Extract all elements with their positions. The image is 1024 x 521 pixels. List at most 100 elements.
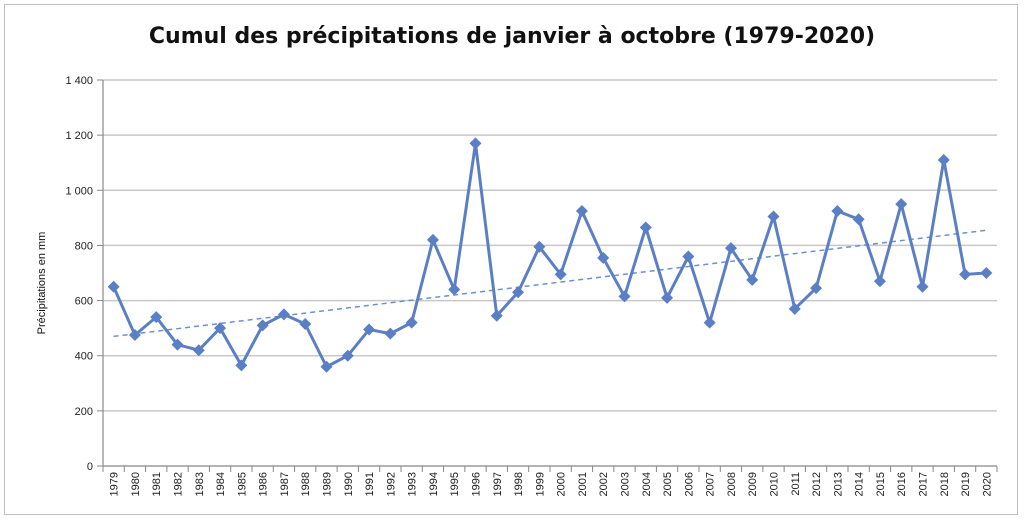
x-tick-label: 1999 (534, 472, 546, 496)
chart-frame (4, 4, 1018, 515)
data-point (597, 251, 610, 264)
data-point (171, 338, 184, 351)
x-tick-label: 1996 (471, 472, 483, 496)
x-tick-label: 2016 (896, 472, 908, 496)
x-axis-ticks: 1979 1980 1981 1982 1983 1984 1985 1986 1987 1988… (102, 466, 998, 496)
x-tick-label: 2017 (918, 472, 930, 496)
data-point (448, 283, 461, 296)
x-tick-label: 1980 (130, 472, 142, 496)
x-tick-label: 2015 (875, 472, 887, 496)
data-markers (107, 137, 993, 373)
data-point (426, 233, 439, 246)
data-point (703, 316, 716, 329)
data-point (299, 318, 312, 331)
data-point (980, 267, 993, 279)
data-point (150, 311, 163, 324)
y-tick-label: 0 (87, 461, 93, 473)
x-tick-label: 1982 (173, 472, 185, 496)
y-tick-label: 800 (75, 240, 93, 252)
x-tick-label: 1997 (492, 472, 504, 496)
x-tick-label: 2020 (981, 472, 993, 496)
x-tick-label: 2009 (747, 472, 759, 496)
x-tick-label: 2003 (620, 472, 632, 496)
data-point (767, 210, 780, 223)
data-point (533, 240, 546, 253)
data-point (192, 344, 205, 357)
chart-title: Cumul des précipitations de janvier à oc… (148, 24, 876, 49)
data-point (214, 322, 227, 335)
data-point (128, 329, 141, 342)
data-point (575, 204, 588, 217)
x-tick-label: 1990 (343, 472, 355, 496)
x-tick-label: 2006 (683, 472, 695, 496)
data-point (810, 282, 823, 295)
x-tick-label: 1993 (407, 472, 419, 496)
data-point (618, 290, 631, 303)
y-axis-ticks: 0 200 400 600 800 1 000 1 200 1 400 (65, 75, 103, 473)
x-tick-label: 1992 (385, 472, 397, 496)
x-tick-label: 2018 (939, 472, 951, 496)
y-axis-label: Précipitations en mm (36, 232, 48, 335)
x-tick-label: 2019 (960, 472, 972, 496)
x-tick-label: 2014 (854, 472, 866, 496)
data-point (788, 302, 801, 315)
data-point (682, 250, 695, 263)
x-tick-label: 1985 (236, 472, 248, 496)
data-point (235, 359, 248, 372)
x-tick-label: 1995 (449, 472, 461, 496)
data-point (895, 198, 908, 211)
data-point (661, 291, 674, 304)
data-point (405, 316, 418, 329)
y-tick-label: 1 000 (65, 185, 93, 197)
data-point (831, 204, 844, 217)
data-point (746, 273, 759, 286)
data-point (873, 275, 886, 288)
x-tick-label: 2005 (662, 472, 674, 496)
x-tick-label: 1986 (258, 472, 270, 496)
x-tick-label: 2008 (726, 472, 738, 496)
data-point (469, 137, 482, 150)
gridlines (103, 79, 997, 412)
x-tick-label: 1984 (215, 472, 227, 496)
x-tick-label: 1981 (151, 472, 163, 496)
trend-line (113, 229, 987, 338)
data-point (512, 286, 525, 299)
data-point (724, 242, 737, 255)
y-tick-label: 1 200 (65, 130, 93, 142)
x-tick-label: 2013 (832, 472, 844, 496)
x-tick-label: 1994 (428, 472, 440, 496)
data-point (916, 280, 929, 293)
x-tick-label: 1987 (279, 472, 291, 496)
y-tick-label: 600 (75, 296, 93, 308)
x-tick-label: 2010 (769, 472, 781, 496)
data-point (277, 308, 290, 321)
x-tick-label: 2000 (556, 472, 568, 496)
data-point (554, 268, 567, 281)
x-tick-label: 2001 (577, 472, 589, 496)
x-tick-label: 1983 (194, 472, 206, 496)
y-tick-label: 400 (75, 351, 93, 363)
x-tick-label: 2004 (641, 472, 653, 496)
data-point (384, 327, 397, 340)
x-tick-label: 2012 (811, 472, 823, 496)
y-tick-label: 200 (75, 406, 93, 418)
x-tick-label: 1991 (364, 472, 376, 496)
data-point (639, 221, 652, 234)
data-point (341, 349, 354, 362)
data-point (107, 280, 120, 293)
x-tick-label: 1989 (322, 472, 334, 496)
data-point (959, 268, 972, 281)
x-tick-label: 2011 (790, 472, 802, 496)
y-tick-label: 1 400 (65, 75, 93, 87)
x-tick-label: 2007 (705, 472, 717, 496)
data-point (256, 319, 269, 332)
x-tick-label: 2002 (598, 472, 610, 496)
data-point (937, 153, 950, 166)
x-tick-label: 1979 (109, 472, 121, 496)
x-tick-label: 1998 (513, 472, 525, 496)
data-point (852, 213, 865, 226)
data-point (320, 360, 333, 373)
data-point (363, 323, 376, 336)
data-point (490, 309, 503, 322)
